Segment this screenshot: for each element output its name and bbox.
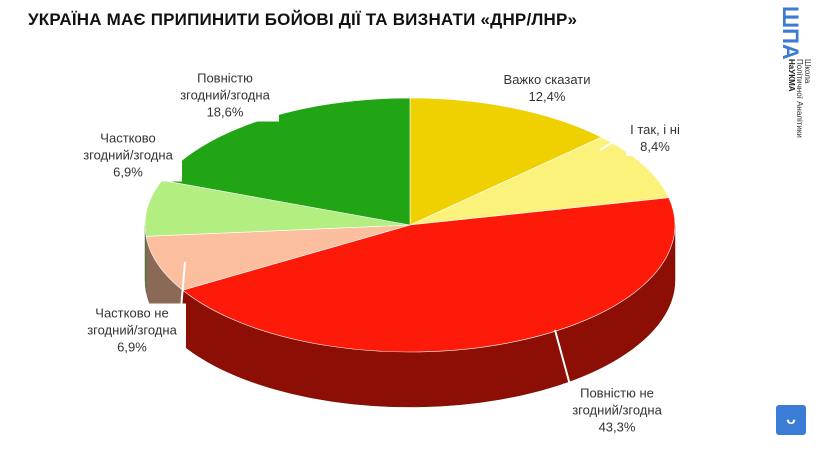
label-value: 43,3% xyxy=(598,419,636,435)
slice xyxy=(181,197,676,353)
data-label: Повністю згодний/згодна 18,6% xyxy=(171,68,279,122)
label-value: 18,6% xyxy=(206,104,244,120)
slice xyxy=(409,97,603,226)
slice xyxy=(409,136,670,226)
data-label: І так, і ні 8,4% xyxy=(626,120,684,156)
slice xyxy=(145,224,411,291)
badge-icon: ᴗ xyxy=(776,405,806,435)
chart-title: УКРАЇНА МАЄ ПРИПИНИТИ БОЙОВІ ДІЇ ТА ВИЗН… xyxy=(28,10,578,29)
top-faces xyxy=(144,97,676,353)
data-label: Повністю не згодний/згодна 43,3% xyxy=(563,383,671,437)
logo-mark: ШПА xyxy=(778,6,803,60)
label-name: Повністю не згодний/згодна xyxy=(572,385,662,418)
logo-text: НаУКМА xyxy=(787,59,796,92)
label-name: Важко сказати xyxy=(503,72,591,87)
data-label: Частково не згодний/згодна 6,9% xyxy=(78,303,186,357)
label-name: Частково не згодний/згодна xyxy=(87,305,177,338)
label-name: І так, і ні xyxy=(630,122,680,137)
logo-text: Школа xyxy=(803,59,812,84)
label-name: Повністю згодний/згодна xyxy=(180,70,270,103)
label-value: 6,9% xyxy=(117,339,147,355)
leader-line xyxy=(554,329,571,386)
data-label: Частково згодний/згодна 6,9% xyxy=(74,128,182,182)
label-name: Частково згодний/згодна xyxy=(83,130,173,163)
label-value: 6,9% xyxy=(113,164,143,180)
logo-text: Політичної Аналітики xyxy=(795,59,804,138)
label-value: 8,4% xyxy=(640,139,670,154)
leader-line xyxy=(599,134,626,151)
logo: ШПА Школа Політичної Аналітики НаУКМА xyxy=(778,6,812,138)
data-label: Важко сказати 12,4% xyxy=(499,70,595,106)
label-value: 12,4% xyxy=(528,89,566,104)
